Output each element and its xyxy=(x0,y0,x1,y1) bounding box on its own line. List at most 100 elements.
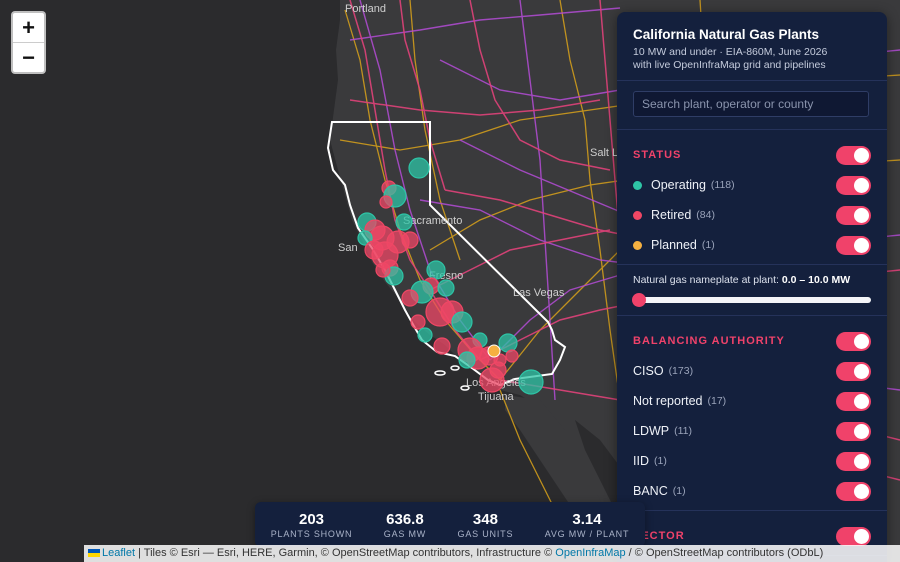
sector-all-toggle[interactable] xyxy=(836,526,871,546)
ukraine-flag-icon xyxy=(88,549,100,558)
openinframap-link[interactable]: OpenInfraMap xyxy=(555,547,626,559)
map-attribution: Leaflet | Tiles © Esri — Esri, HERE, Gar… xyxy=(84,545,900,562)
summary-stats-bar: 203 PLANTS SHOWN 636.8 GAS MW 348 GAS UN… xyxy=(255,502,645,547)
ba-count: (17) xyxy=(707,395,727,407)
row-label: BANC (1) xyxy=(633,484,836,498)
stat-label: GAS UNITS xyxy=(457,528,514,539)
stat-avg-mw: 3.14 AVG MW / PLANT xyxy=(545,511,630,539)
operating-plant-marker[interactable] xyxy=(437,279,455,297)
retired-plant-marker[interactable] xyxy=(375,262,391,278)
leaflet-link[interactable]: Leaflet xyxy=(102,547,136,559)
ba-row-banc: BANC (1) xyxy=(633,476,871,506)
city-label: Salt L xyxy=(590,147,618,159)
planned-toggle[interactable] xyxy=(836,235,871,255)
ba-count: (1) xyxy=(672,485,686,497)
status-all-toggle[interactable] xyxy=(836,145,871,165)
balancing-all-toggle[interactable] xyxy=(836,331,871,351)
retired-dot-icon xyxy=(633,210,642,220)
row-label: Operating (118) xyxy=(633,178,836,192)
slider-label-text: Natural gas nameplate at plant: xyxy=(633,274,779,286)
plant-markers-layer[interactable] xyxy=(357,157,544,395)
retired-plant-marker[interactable] xyxy=(489,361,507,379)
retired-plant-marker[interactable] xyxy=(379,195,393,209)
operating-plant-marker[interactable] xyxy=(426,260,446,280)
stat-gas-mw: 636.8 GAS MW xyxy=(384,511,426,539)
panel-header: California Natural Gas Plants 10 MW and … xyxy=(617,12,887,81)
filter-panel: California Natural Gas Plants 10 MW and … xyxy=(617,12,887,562)
retired-plant-marker[interactable] xyxy=(505,349,519,363)
california-outline xyxy=(326,121,567,387)
balancing-header: BALANCING AUTHORITY xyxy=(633,326,871,356)
section-title: STATUS xyxy=(633,149,682,161)
status-row-retired: Retired (84) xyxy=(633,200,871,230)
banc-toggle[interactable] xyxy=(836,481,871,501)
ba-row-ciso: CISO (173) xyxy=(633,356,871,386)
retired-plant-marker[interactable] xyxy=(401,289,419,307)
stat-label: GAS MW xyxy=(383,528,427,539)
status-count: (1) xyxy=(701,239,715,251)
panel-subtitle-line: with live OpenInfraMap grid and pipeline… xyxy=(633,59,826,71)
operating-plant-marker[interactable] xyxy=(357,230,373,246)
search-input[interactable] xyxy=(633,91,869,117)
panel-subtitle: 10 MW and under · EIA-860M, June 2026 wi… xyxy=(633,46,871,72)
balancing-authority-section: BALANCING AUTHORITY CISO (173) Not repor… xyxy=(617,316,887,511)
stat-value: 203 xyxy=(299,510,325,528)
stat-gas-units: 348 GAS UNITS xyxy=(458,511,514,539)
planned-plant-marker[interactable] xyxy=(487,344,501,358)
ba-label: LDWP xyxy=(633,424,670,438)
section-title: BALANCING AUTHORITY xyxy=(633,335,785,347)
retired-plant-marker[interactable] xyxy=(364,240,384,260)
row-label: LDWP (11) xyxy=(633,424,836,438)
operating-dot-icon xyxy=(633,180,642,190)
stat-label: AVG MW / PLANT xyxy=(544,528,630,539)
row-label: Not reported (17) xyxy=(633,394,836,408)
capacity-slider-handle[interactable] xyxy=(632,293,646,307)
ba-row-not-reported: Not reported (17) xyxy=(633,386,871,416)
sector-header: SECTOR xyxy=(633,521,871,551)
planned-dot-icon xyxy=(633,240,642,250)
not-reported-toggle[interactable] xyxy=(836,391,871,411)
ba-count: (173) xyxy=(668,365,694,377)
stat-plants-shown: 203 PLANTS SHOWN xyxy=(271,511,353,539)
panel-title: California Natural Gas Plants xyxy=(633,27,820,42)
city-label: Tijuana xyxy=(478,391,515,403)
operating-toggle[interactable] xyxy=(836,175,871,195)
operating-plant-marker[interactable] xyxy=(518,369,544,395)
capacity-slider-track[interactable] xyxy=(632,293,871,307)
slider-unit: MW xyxy=(831,274,851,286)
ba-label: BANC xyxy=(633,484,668,498)
search-container xyxy=(617,81,887,130)
operating-plant-marker[interactable] xyxy=(458,351,476,369)
operating-plant-marker[interactable] xyxy=(451,311,473,333)
row-label: Planned (1) xyxy=(633,238,836,252)
channel-islands xyxy=(434,365,470,391)
ba-row-iid: IID (1) xyxy=(633,446,871,476)
stat-value: 348 xyxy=(472,510,498,528)
operating-plant-marker[interactable] xyxy=(498,333,518,353)
stat-value: 636.8 xyxy=(386,510,424,528)
operating-plant-marker[interactable] xyxy=(417,327,433,343)
operating-plant-marker[interactable] xyxy=(395,213,413,231)
zoom-out-button[interactable]: − xyxy=(13,42,44,72)
capacity-filter-label: Natural gas nameplate at plant: 0.0 – 10… xyxy=(633,273,871,287)
retired-plant-marker[interactable] xyxy=(410,314,426,330)
capacity-filter: Natural gas nameplate at plant: 0.0 – 10… xyxy=(617,265,887,316)
ciso-toggle[interactable] xyxy=(836,361,871,381)
status-count: (118) xyxy=(710,179,735,191)
retired-toggle[interactable] xyxy=(836,205,871,225)
retired-plant-marker[interactable] xyxy=(401,231,419,249)
ba-label: CISO xyxy=(633,364,664,378)
ldwp-toggle[interactable] xyxy=(836,421,871,441)
retired-plant-marker[interactable] xyxy=(433,337,451,355)
status-section: STATUS Operating (118) Retired (84) Plan… xyxy=(617,130,887,265)
operating-plant-marker[interactable] xyxy=(408,157,430,179)
attribution-text: / © OpenStreetMap contributors (ODbL) xyxy=(625,547,824,559)
stat-label: PLANTS SHOWN xyxy=(270,528,353,539)
zoom-in-button[interactable]: + xyxy=(22,15,35,40)
city-label: Las Vegas xyxy=(513,287,565,299)
row-label: IID (1) xyxy=(633,454,836,468)
iid-toggle[interactable] xyxy=(836,451,871,471)
zoom-control: + − xyxy=(11,11,46,74)
city-label: Portland xyxy=(345,3,386,15)
status-row-planned: Planned (1) xyxy=(633,230,871,260)
